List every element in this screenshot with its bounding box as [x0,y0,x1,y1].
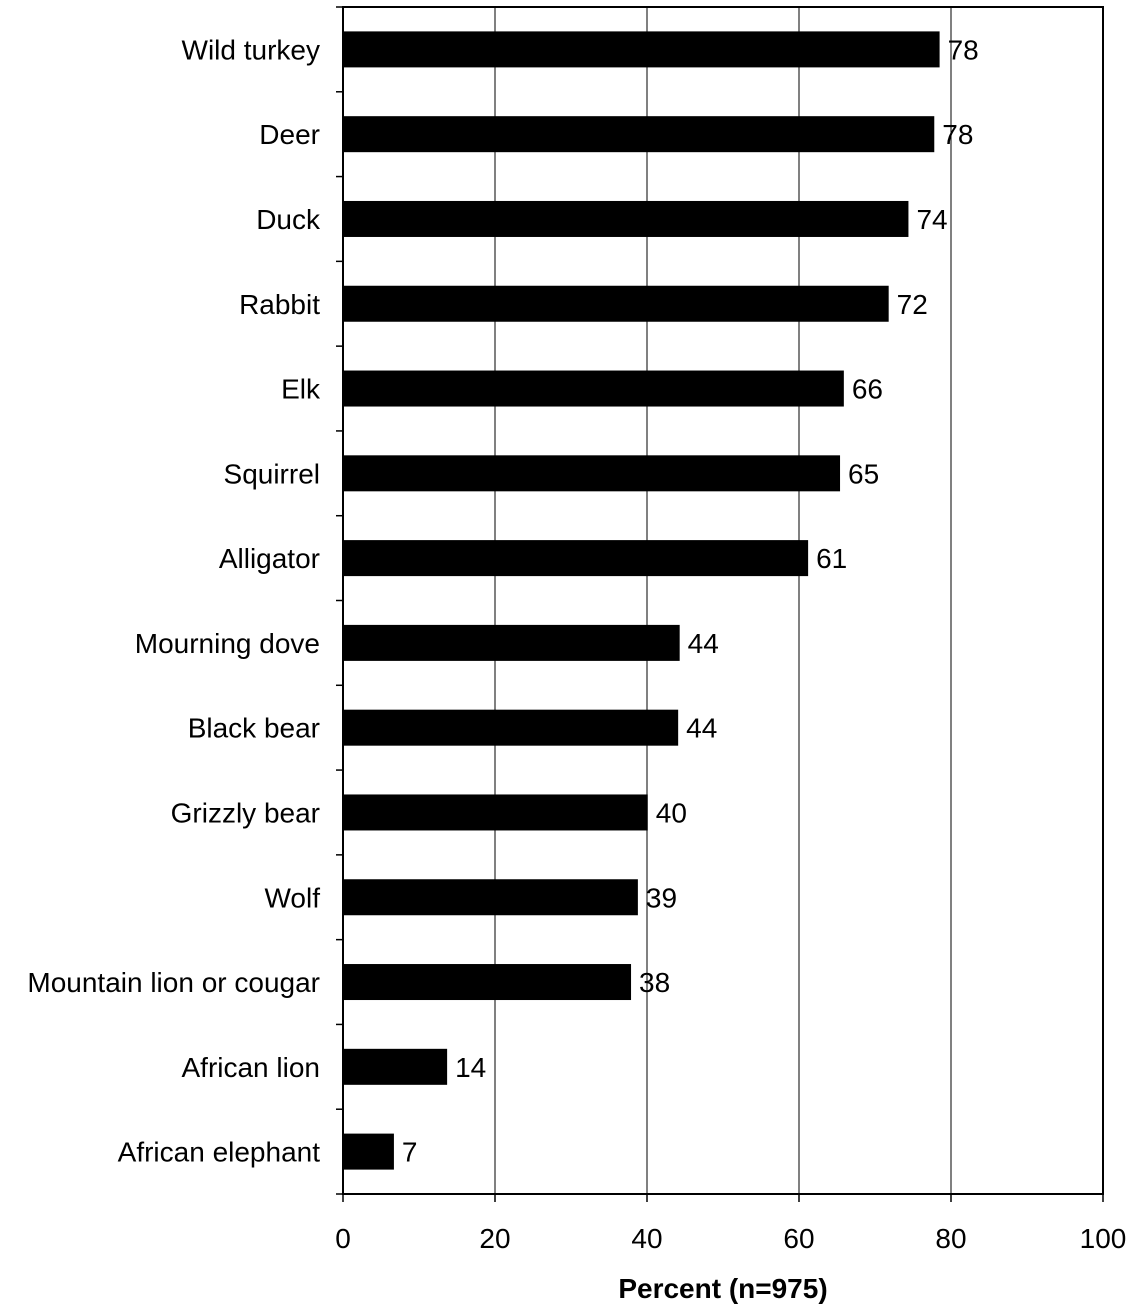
data-label: 44 [688,628,719,659]
category-label: Black bear [188,713,320,744]
x-tick-label: 20 [479,1223,510,1254]
bar [343,709,679,746]
x-axis-title: Percent (n=975) [618,1273,827,1304]
x-tick-label: 80 [935,1223,966,1254]
bar [343,1048,448,1085]
category-label: Mourning dove [135,628,320,659]
data-label: 40 [656,797,687,828]
data-label: 38 [639,967,670,998]
category-label: Mountain lion or cougar [27,967,320,998]
data-label: 7 [402,1137,418,1168]
category-label: Duck [256,204,321,235]
bars [343,31,940,1170]
data-label: 78 [948,34,979,65]
category-label: African lion [181,1052,320,1083]
data-label: 78 [942,119,973,150]
data-label: 61 [816,543,847,574]
category-labels: Wild turkey Deer Duck Rabbit Elk Squirrel Alli… [27,34,321,1167]
bar [343,879,638,916]
category-label: Rabbit [239,289,320,320]
bar [343,794,648,831]
bar [343,31,940,68]
data-label: 44 [686,713,717,744]
bar [343,200,909,237]
bar [343,1133,394,1170]
data-label: 66 [852,374,883,405]
category-label: Alligator [219,543,320,574]
x-tick-label: 100 [1080,1223,1127,1254]
category-label: Grizzly bear [171,797,320,828]
category-label: Deer [259,119,320,150]
bar [343,370,844,407]
x-tick-label: 0 [335,1223,351,1254]
data-label: 74 [916,204,947,235]
bar [343,964,632,1001]
data-label: 39 [646,882,677,913]
y-axis-ticks [336,6,343,1195]
bar [343,285,889,322]
category-label: Elk [281,374,321,405]
x-axis-ticks: 0 20 40 60 80 100 [335,1194,1126,1254]
data-label: 14 [455,1052,486,1083]
plot-area [342,6,1104,1195]
category-label: Squirrel [224,458,320,489]
bar [343,540,809,577]
category-label: African elephant [118,1137,321,1168]
bar [343,116,935,153]
data-label: 72 [897,289,928,320]
x-tick-label: 60 [783,1223,814,1254]
bar [343,624,680,661]
category-label: Wolf [265,882,321,913]
bar [343,455,841,492]
category-label: Wild turkey [182,34,320,65]
data-labels: 78 78 74 72 66 65 61 44 44 40 39 38 14 7 [402,34,979,1167]
x-tick-label: 40 [631,1223,662,1254]
data-label: 65 [848,458,879,489]
